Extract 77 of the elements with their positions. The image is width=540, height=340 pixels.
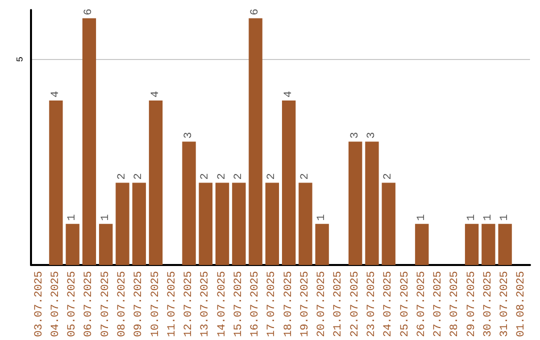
x-tick-label: 31.07.2025 — [499, 270, 512, 338]
x-tick-label: 26.07.2025 — [416, 270, 428, 338]
bar — [232, 182, 246, 265]
bar — [415, 224, 429, 265]
x-tick-label: 04.07.2025 — [50, 270, 62, 338]
y-tick-label: 5 — [16, 56, 26, 62]
x-tick-label: 22.07.2025 — [349, 270, 362, 338]
x-tick-label: 08.07.2025 — [116, 270, 128, 338]
data-label: 6 — [250, 8, 262, 16]
x-tick-label: 27.07.2025 — [432, 270, 445, 338]
bar — [215, 182, 230, 265]
data-label: 4 — [150, 90, 162, 98]
data-label: 3 — [366, 132, 378, 139]
data-label: 2 — [216, 173, 228, 180]
bar — [182, 142, 196, 265]
bar — [248, 18, 262, 265]
x-tick-label: 06.07.2025 — [83, 270, 96, 338]
data-label: 1 — [466, 214, 478, 221]
data-label: 6 — [83, 8, 96, 16]
x-tick-label: 13.07.2025 — [200, 270, 212, 338]
x-tick-label: 29.07.2025 — [466, 270, 478, 338]
bar — [298, 182, 312, 265]
x-tick-label: 11.07.2025 — [166, 270, 178, 338]
bar — [482, 224, 496, 265]
data-label: 3 — [349, 132, 362, 139]
x-tick-label: 03.07.2025 — [33, 270, 46, 338]
data-label: 4 — [282, 90, 295, 98]
bar — [116, 182, 130, 265]
bar — [82, 18, 96, 265]
x-tick-label: 23.07.2025 — [366, 270, 378, 338]
data-label: 1 — [499, 214, 512, 221]
x-tick-label: 30.07.2025 — [482, 270, 494, 338]
data-label: 2 — [299, 173, 312, 180]
data-label: 1 — [416, 214, 428, 221]
data-label: 1 — [100, 214, 112, 221]
data-label: 2 — [382, 173, 395, 180]
data-label: 4 — [50, 90, 62, 98]
x-tick-label: 19.07.2025 — [299, 270, 312, 338]
bar — [148, 100, 163, 265]
x-tick-label: 17.07.2025 — [266, 270, 278, 338]
data-label: 2 — [266, 173, 278, 180]
data-label: 3 — [183, 132, 196, 139]
bar — [198, 182, 212, 265]
x-tick-label: 18.07.2025 — [282, 270, 295, 338]
x-tick-label: 14.07.2025 — [216, 270, 228, 338]
bar — [365, 142, 379, 265]
bar — [464, 224, 479, 265]
x-tick-label: 01.08.2025 — [516, 270, 528, 338]
data-label: 1 — [66, 214, 79, 221]
x-tick-label: 16.07.2025 — [250, 270, 262, 338]
bar — [382, 182, 396, 265]
bar — [282, 100, 296, 265]
data-label: 2 — [116, 173, 128, 180]
bar — [315, 224, 329, 265]
x-tick-label: 12.07.2025 — [183, 270, 196, 338]
bar — [265, 182, 280, 265]
bar — [99, 224, 113, 265]
x-tick-label: 10.07.2025 — [150, 270, 162, 338]
data-label: 2 — [133, 173, 146, 180]
data-label: 1 — [316, 214, 328, 221]
data-label: 1 — [482, 214, 494, 221]
x-tick-label: 28.07.2025 — [449, 270, 462, 338]
x-tick-label: 15.07.2025 — [232, 270, 245, 338]
bar — [132, 182, 146, 265]
x-tick-label: 21.07.2025 — [332, 270, 345, 338]
bar — [498, 224, 512, 265]
data-label: 2 — [232, 173, 245, 180]
x-tick-label: 24.07.2025 — [382, 270, 395, 338]
bar — [49, 100, 63, 265]
x-tick-label: 09.07.2025 — [133, 270, 146, 338]
bar — [348, 142, 362, 265]
x-tick-label: 20.07.2025 — [316, 270, 328, 338]
x-tick-label: 25.07.2025 — [399, 270, 412, 338]
x-tick-label: 05.07.2025 — [66, 270, 79, 338]
x-tick-label: 07.07.2025 — [100, 270, 112, 338]
data-label: 2 — [200, 173, 212, 180]
bar — [66, 224, 80, 265]
